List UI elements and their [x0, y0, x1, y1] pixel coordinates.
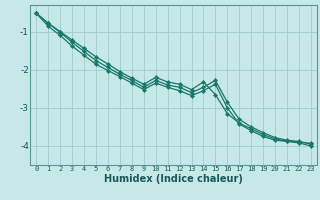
X-axis label: Humidex (Indice chaleur): Humidex (Indice chaleur): [104, 174, 243, 184]
